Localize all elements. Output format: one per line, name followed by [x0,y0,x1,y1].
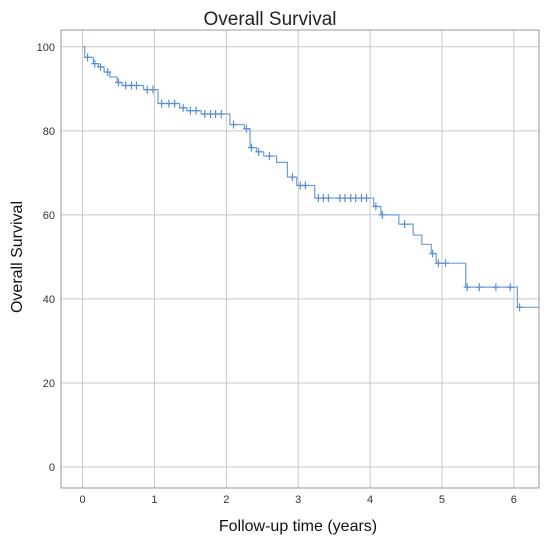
chart-title: Overall Survival [203,9,336,30]
x-tick-label: 4 [367,494,373,506]
censor-mark [171,99,179,108]
censor-mark [378,210,386,219]
censor-mark [288,173,296,182]
censor-mark [324,194,332,203]
censor-mark [217,110,225,119]
x-tick-label: 3 [295,494,301,506]
y-tick-label: 20 [43,378,55,390]
y-tick-label: 100 [37,42,55,54]
censor-mark [104,68,112,77]
censor-mark [506,283,514,292]
censor-mark [475,283,483,292]
x-tick-label: 5 [439,494,445,506]
censor-mark [516,303,524,312]
censor-mark [97,62,105,71]
x-axis-label: Follow-up time (years) [219,518,377,535]
x-tick-label: 1 [151,494,157,506]
censor-mark [91,59,99,68]
censor-mark [401,220,409,229]
censor-mark [301,181,309,190]
y-tick-label: 40 [43,294,55,306]
censor-mark [230,120,238,129]
censor-mark [492,283,500,292]
censor-mark [84,53,92,62]
y-axis-label: Overall Survival [9,201,26,313]
x-tick-label: 6 [511,494,517,506]
y-tick-label: 0 [49,462,55,474]
censor-mark [362,194,370,203]
censor-mark [255,147,263,156]
censor-mark [247,143,255,152]
censor-mark [463,283,471,292]
y-tick-label: 60 [43,210,55,222]
censor-mark [429,249,437,258]
censor-layer [84,53,524,312]
censor-mark [115,78,123,87]
censor-mark [158,99,166,108]
series-layer [82,46,539,308]
y-tick-label: 80 [43,126,55,138]
censor-mark [179,103,187,112]
grid [61,30,539,488]
x-tick-label: 2 [223,494,229,506]
censor-mark [149,85,157,94]
x-tick-label: 0 [80,494,86,506]
censor-mark [265,152,273,161]
censor-mark [192,106,200,115]
plot-frame [60,29,540,489]
censor-mark [442,259,450,268]
censor-mark [242,124,250,133]
censor-mark [372,202,380,211]
censor-mark [132,81,140,90]
censor-mark [434,259,442,268]
survival-curve [82,46,539,308]
